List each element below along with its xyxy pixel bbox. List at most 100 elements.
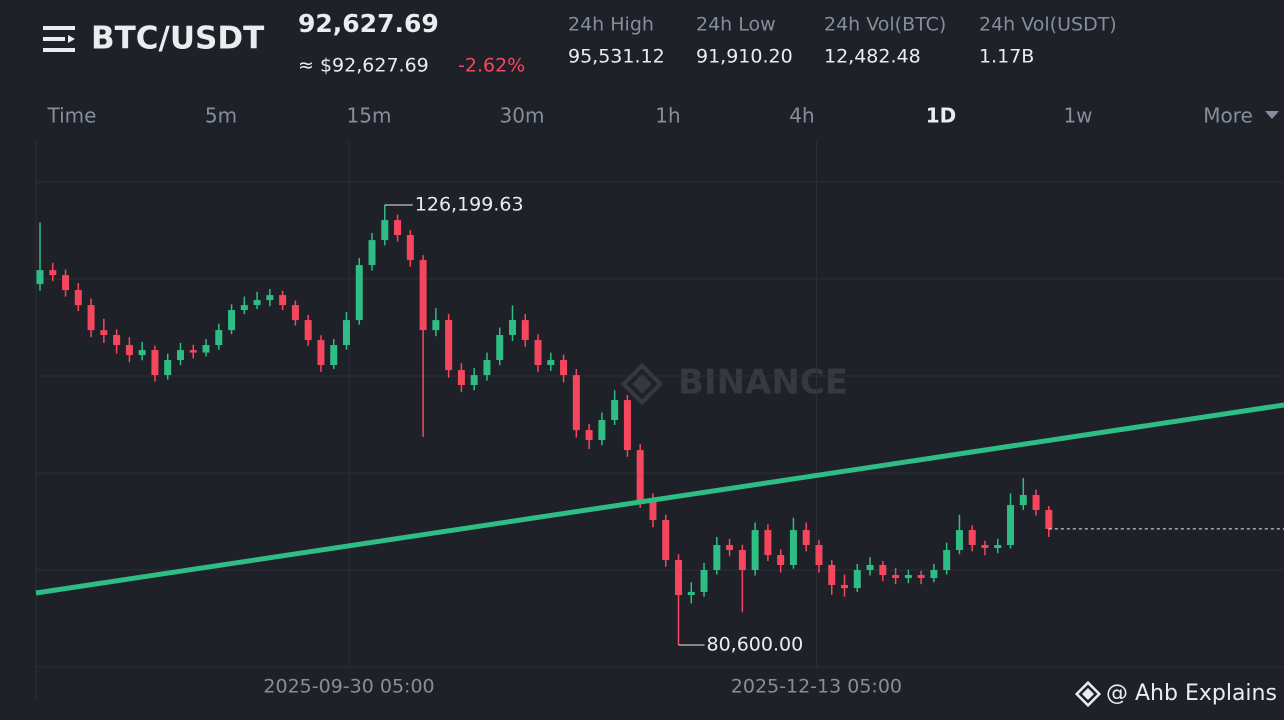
candle-body	[521, 320, 529, 341]
x-tick-label: 2025-12-13 05:00	[731, 676, 902, 698]
candle-body	[483, 360, 491, 376]
candle-body	[943, 550, 951, 571]
watermark: BINANCE	[620, 363, 848, 406]
timeframe-tab[interactable]: Time	[47, 104, 97, 128]
candle-body	[291, 305, 299, 321]
candle-body	[470, 375, 478, 386]
candle-body	[368, 240, 376, 266]
menu-icon[interactable]	[43, 26, 75, 52]
candle-body	[496, 335, 504, 361]
candle-body	[113, 335, 121, 346]
trend-line	[35, 402, 1284, 596]
candle-body	[406, 235, 414, 261]
timeframe-tab[interactable]: 1h	[655, 104, 680, 128]
candle-body	[815, 545, 823, 565]
x-tick-label: 2025-09-30 05:00	[263, 676, 434, 698]
candle-body	[585, 430, 593, 441]
candle-body	[36, 270, 44, 285]
high-label: 126,199.63	[415, 193, 524, 215]
candle-body	[100, 330, 108, 336]
candle-body	[547, 360, 555, 366]
stat-label: 24h Low	[696, 14, 776, 36]
timeframe-tab[interactable]: More	[1203, 104, 1253, 128]
timeframe-tab[interactable]: 5m	[205, 104, 237, 128]
candle-body	[955, 530, 963, 551]
timeframe-tab[interactable]: 15m	[347, 104, 392, 128]
candle-body	[189, 350, 197, 353]
stat-value: 95,531.12	[568, 46, 665, 68]
candle-body	[981, 545, 989, 549]
candle-body	[253, 300, 261, 306]
candle-body	[1019, 495, 1027, 506]
candle-body	[394, 220, 402, 236]
candle-body	[968, 530, 976, 546]
candle-body	[279, 295, 287, 306]
candle-body	[623, 400, 631, 451]
stat-value: 12,482.48	[824, 46, 921, 68]
candle-body	[687, 591, 695, 596]
candle-body	[176, 350, 184, 361]
candle-body	[726, 545, 734, 551]
candle-body	[419, 260, 427, 331]
candle-body	[202, 345, 210, 353]
candle-body	[381, 220, 389, 241]
candle-body	[904, 575, 912, 579]
candle-body	[49, 270, 57, 276]
candle-body	[675, 559, 682, 596]
candle-body	[789, 530, 797, 565]
approx-price: ≈ $92,627.69	[298, 55, 429, 77]
candle-body	[751, 530, 759, 571]
stat-label: 24h Vol(USDT)	[979, 14, 1117, 36]
candle-body	[892, 575, 900, 579]
candle-body	[777, 555, 785, 565]
candle-body	[1007, 505, 1015, 546]
candle-body	[342, 320, 350, 346]
symbol[interactable]: BTC/USDT	[91, 21, 264, 57]
candle-body	[534, 340, 542, 366]
timeframe-tab[interactable]: 30m	[500, 104, 545, 128]
candle-body	[560, 360, 568, 376]
candle-body	[994, 545, 1002, 549]
candle-body	[432, 320, 440, 331]
stat-value: 1.17B	[979, 46, 1034, 68]
candle-body	[700, 570, 708, 592]
dropdown-arrow	[1265, 111, 1279, 119]
candle-body	[62, 275, 70, 291]
candle-body	[355, 265, 363, 321]
timeframe-tab[interactable]: 1D	[926, 104, 957, 128]
candle-body	[215, 330, 223, 346]
timeframe-tab[interactable]: 1w	[1063, 104, 1092, 128]
candle-body	[304, 320, 312, 341]
candle-body	[866, 564, 874, 571]
candle-body	[713, 545, 721, 571]
candle-body	[508, 320, 516, 336]
stat-label: 24h High	[568, 14, 654, 36]
watermark-text: BINANCE	[678, 363, 848, 403]
candle-body	[164, 360, 172, 376]
candle-body	[445, 320, 453, 371]
candle-body	[240, 305, 248, 311]
candle-body	[572, 375, 580, 431]
candle-body	[649, 500, 657, 521]
candle-body	[917, 575, 925, 579]
change: -2.62%	[458, 55, 525, 77]
low-label: 80,600.00	[707, 633, 804, 655]
stat-value: 91,910.20	[696, 46, 793, 68]
candle-body	[228, 310, 236, 331]
price: 92,627.69	[298, 9, 439, 38]
candle-body	[738, 550, 746, 571]
candle-body	[802, 530, 810, 546]
candle-body	[841, 584, 849, 589]
candle-body	[853, 570, 861, 589]
candle-body	[636, 450, 644, 501]
credit-text: @ Ahb Explains	[1106, 681, 1277, 706]
candle-body	[879, 564, 887, 576]
candle-body	[1045, 509, 1053, 529]
credit: @ Ahb Explains	[1074, 680, 1277, 708]
candle-body	[611, 400, 619, 421]
candle-body	[87, 305, 95, 331]
timeframe-tab[interactable]: 4h	[789, 104, 814, 128]
